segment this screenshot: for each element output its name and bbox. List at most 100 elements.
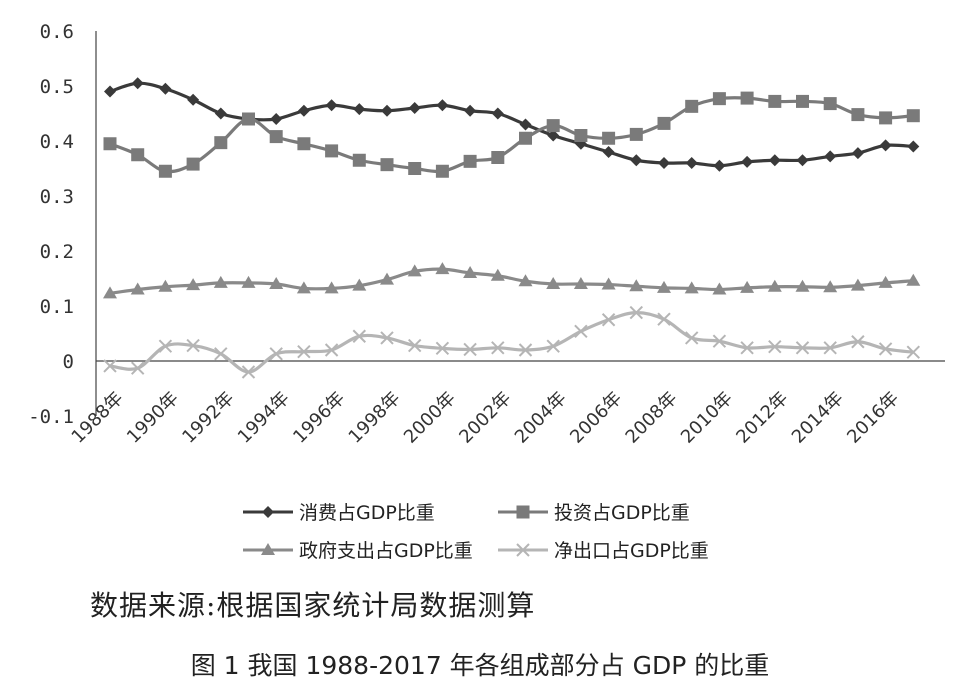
data-point xyxy=(823,97,837,111)
legend-marker xyxy=(262,506,274,518)
data-point xyxy=(463,266,478,278)
x-tick-label: 1996年 xyxy=(289,388,349,448)
data-point xyxy=(297,137,311,151)
x-tick-label: 1990年 xyxy=(123,388,183,448)
data-point xyxy=(767,279,782,292)
legend-label: 投资占GDP比重 xyxy=(554,502,690,524)
y-tick-label: -0.1 xyxy=(28,406,74,428)
x-tick-labels: 1988年1990年1992年1994年1996年1998年2000年2002年… xyxy=(68,388,904,448)
data-point xyxy=(380,158,394,172)
data-point xyxy=(685,99,699,113)
data-point xyxy=(435,341,450,356)
x-tick-label: 2010年 xyxy=(677,388,737,448)
data-point xyxy=(878,275,893,288)
legend-item: 消费占GDP比重 xyxy=(243,502,435,524)
data-point xyxy=(796,94,809,108)
data-point xyxy=(518,343,533,357)
y-tick-label: 0.1 xyxy=(40,296,74,318)
legend-marker xyxy=(261,543,275,555)
data-point xyxy=(158,164,172,178)
data-point xyxy=(242,112,255,126)
data-point xyxy=(214,347,228,361)
data-point xyxy=(103,137,117,151)
x-tick-label: 2016年 xyxy=(843,388,903,448)
data-point xyxy=(850,278,865,291)
data-point xyxy=(879,139,892,152)
data-point xyxy=(907,140,920,153)
data-point xyxy=(878,342,893,356)
data-point xyxy=(104,85,116,98)
data-point xyxy=(103,286,117,299)
x-tick-label: 2004年 xyxy=(511,388,571,448)
data-point xyxy=(713,159,726,172)
data-point xyxy=(353,103,366,116)
data-point xyxy=(546,339,560,353)
data-point xyxy=(547,129,560,142)
data-point xyxy=(491,341,505,355)
data-point xyxy=(602,131,616,145)
data-point xyxy=(574,324,588,339)
axes xyxy=(95,31,945,416)
data-point xyxy=(740,91,754,105)
data-point xyxy=(159,82,172,95)
data-point xyxy=(768,154,781,167)
data-point xyxy=(546,277,561,289)
data-point xyxy=(103,359,117,373)
data-point xyxy=(491,107,504,120)
series-4 xyxy=(103,305,921,379)
data-point xyxy=(629,127,643,141)
data-point xyxy=(602,146,615,158)
data-point xyxy=(186,278,201,291)
data-point xyxy=(408,102,421,114)
data-point xyxy=(381,104,393,117)
data-point xyxy=(630,154,643,167)
data-point xyxy=(657,116,671,130)
y-tick-label: 0 xyxy=(63,351,74,373)
data-point xyxy=(269,347,283,361)
x-tick-label: 2006年 xyxy=(566,388,626,448)
x-tick-label: 2000年 xyxy=(400,388,460,448)
series-line xyxy=(109,81,914,168)
y-tick-label: 0.4 xyxy=(40,131,74,153)
y-tick-label: 0.3 xyxy=(40,186,74,208)
data-point xyxy=(906,345,921,359)
data-point xyxy=(380,331,394,345)
data-point xyxy=(519,131,532,145)
legend-item: 净出口占GDP比重 xyxy=(498,540,709,562)
figure-caption: 图 1 我国 1988-2017 年各组成部分占 GDP 的比重 xyxy=(190,651,770,680)
series-3 xyxy=(103,262,921,299)
data-point xyxy=(131,148,145,162)
data-point xyxy=(324,281,339,294)
data-point xyxy=(352,278,367,291)
data-point xyxy=(795,279,810,292)
data-point xyxy=(352,329,367,343)
data-point xyxy=(768,94,782,108)
data-point xyxy=(490,268,505,281)
data-point xyxy=(269,130,283,144)
data-point xyxy=(325,99,338,112)
data-point xyxy=(712,282,727,295)
y-tick-labels: -0.1 0 0.1 0.2 0.3 0.4 0.5 0.6 xyxy=(28,21,74,428)
data-point xyxy=(741,155,754,168)
y-tick-label: 0.2 xyxy=(40,241,74,263)
data-point xyxy=(851,335,865,349)
y-tick-label: 0.5 xyxy=(40,76,74,98)
data-point xyxy=(214,136,228,150)
legend-label: 净出口占GDP比重 xyxy=(554,540,709,562)
data-point xyxy=(436,99,449,112)
data-point xyxy=(214,107,227,120)
data-point xyxy=(186,338,200,353)
legend-item: 投资占GDP比重 xyxy=(498,502,690,524)
data-point xyxy=(658,157,670,169)
data-point xyxy=(684,331,699,345)
data-point xyxy=(518,274,533,287)
data-point xyxy=(297,104,310,117)
data-point xyxy=(573,277,588,289)
data-point xyxy=(435,164,449,178)
data-point xyxy=(131,77,144,90)
data-point xyxy=(684,281,699,294)
data-point xyxy=(296,281,311,294)
data-point xyxy=(491,151,505,164)
data-point xyxy=(519,118,532,131)
data-point xyxy=(130,282,145,295)
